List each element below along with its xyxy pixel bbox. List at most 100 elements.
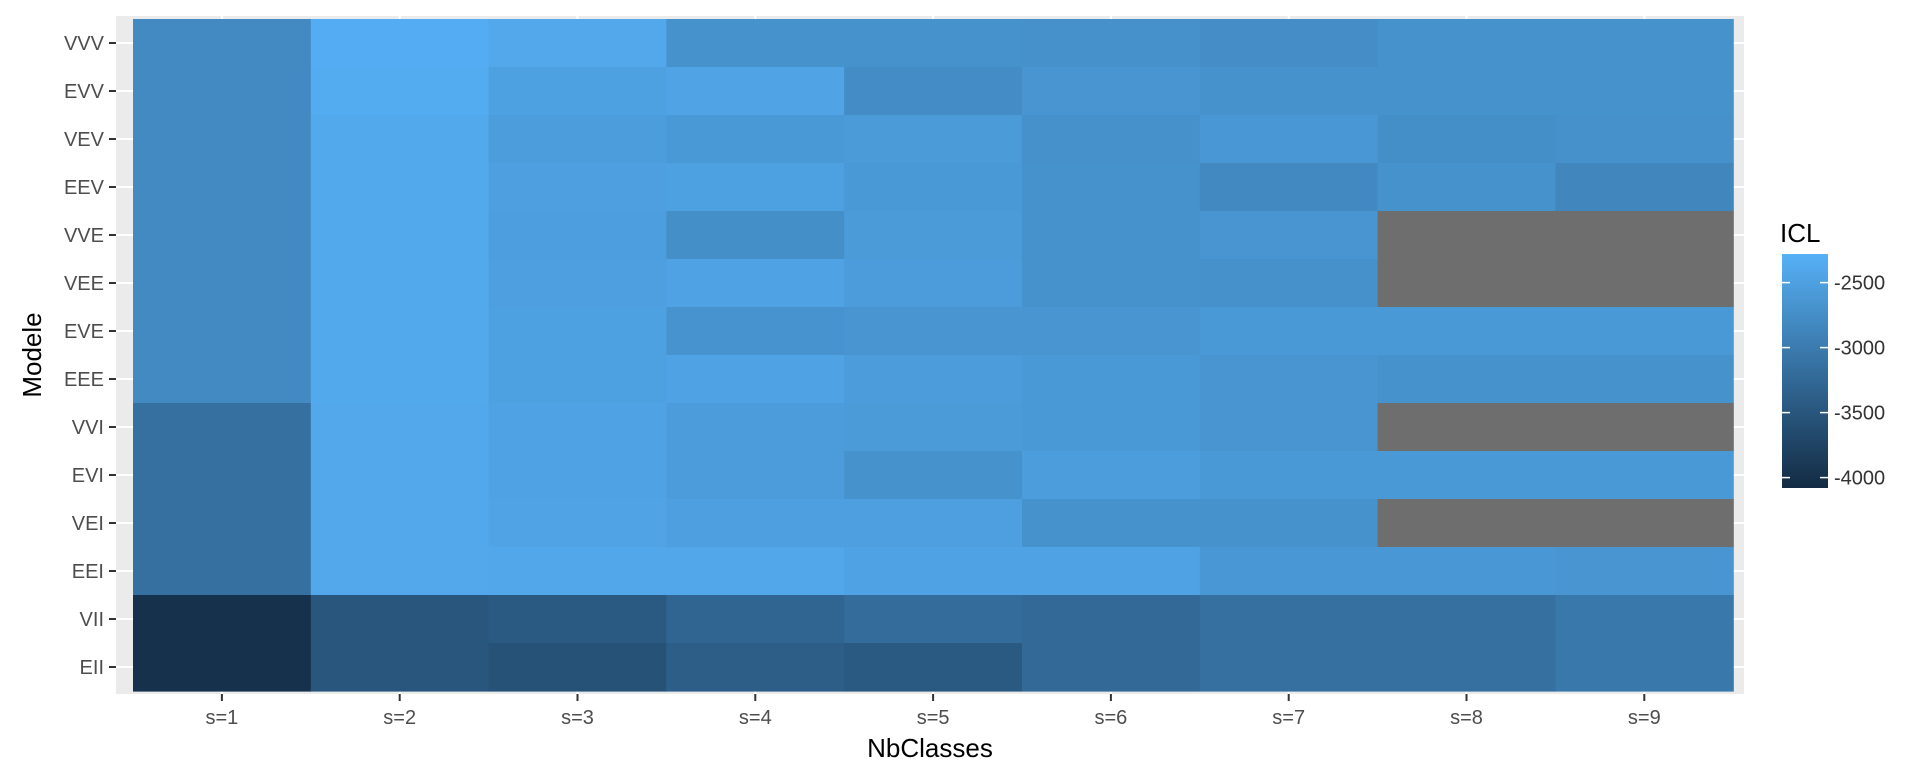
- heatmap-cell: [133, 307, 312, 356]
- heatmap-cell: [844, 259, 1023, 308]
- heatmap-cell: [488, 67, 667, 116]
- heatmap-cell: [1377, 403, 1556, 452]
- heatmap-cell: [1555, 595, 1734, 644]
- legend-ticks: -2500 -3000 -3500 -4000: [1782, 273, 1885, 490]
- heatmap-cell: [844, 67, 1023, 116]
- heatmap-cell: [666, 67, 845, 116]
- y-tick-label: EEV: [64, 177, 105, 199]
- heatmap-cell: [310, 403, 490, 452]
- heatmap-cell: [666, 307, 845, 356]
- heatmap-cell: [666, 211, 845, 260]
- heatmap-cell: [133, 163, 312, 212]
- heatmap-cell: [1022, 403, 1201, 452]
- heatmap-cell: [488, 163, 667, 212]
- legend-tick-label: -3500: [1834, 403, 1885, 425]
- heatmap-cell: [666, 643, 845, 692]
- x-tick-label: s=8: [1450, 707, 1483, 729]
- heatmap-cell: [1555, 163, 1734, 212]
- heatmap-cell: [844, 211, 1023, 260]
- heatmap-cell: [310, 259, 490, 308]
- heatmap-cell: [1377, 451, 1556, 500]
- y-tick-label: EEI: [72, 561, 104, 583]
- heatmap-cells: [133, 19, 1734, 692]
- heatmap-cell: [844, 115, 1023, 164]
- heatmap-cell: [1377, 307, 1556, 356]
- legend-tick-label: -4000: [1834, 468, 1885, 490]
- heatmap-cell: [1199, 19, 1379, 68]
- heatmap-cell: [488, 211, 667, 260]
- heatmap-cell: [844, 499, 1023, 548]
- x-tick-label: s=7: [1272, 707, 1305, 729]
- heatmap-cell: [310, 643, 490, 692]
- heatmap-cell: [844, 355, 1023, 404]
- heatmap-cell: [1022, 163, 1201, 212]
- heatmap-cell: [133, 259, 312, 308]
- y-tick-label: EEE: [64, 369, 104, 391]
- y-tick-label: VVV: [64, 33, 105, 55]
- heatmap-cell: [1555, 67, 1734, 116]
- color-legend: ICL -2500 -3000 -3500 -4000: [1780, 218, 1885, 490]
- x-axis-title: NbClasses: [867, 733, 993, 763]
- x-tick-label: s=4: [739, 707, 772, 729]
- heatmap-cell: [1377, 259, 1556, 308]
- heatmap-cell: [310, 67, 490, 116]
- heatmap-cell: [1555, 643, 1734, 692]
- x-tick-label: s=2: [383, 707, 416, 729]
- heatmap-cell: [488, 355, 667, 404]
- heatmap-cell: [1022, 307, 1201, 356]
- x-tick-label: s=3: [561, 707, 594, 729]
- y-tick-label: VEI: [72, 513, 104, 535]
- heatmap-cell: [1377, 67, 1556, 116]
- legend-tick-label: -2500: [1834, 273, 1885, 295]
- heatmap-cell: [1022, 595, 1201, 644]
- x-tick-label: s=9: [1628, 707, 1661, 729]
- heatmap-cell: [1377, 19, 1556, 68]
- heatmap-cell: [488, 643, 667, 692]
- heatmap-cell: [310, 547, 490, 596]
- heatmap-cell: [488, 403, 667, 452]
- heatmap-cell: [1199, 499, 1379, 548]
- heatmap-cell: [1199, 547, 1379, 596]
- y-tick-label: VVI: [72, 417, 104, 439]
- y-axis: VVV EVV VEV EEV VVE VEE EVE EEE VVI EVI VEI EEI VII E…: [64, 33, 116, 679]
- heatmap-cell: [310, 595, 490, 644]
- heatmap-cell: [666, 451, 845, 500]
- heatmap-cell: [1377, 595, 1556, 644]
- heatmap-cell: [133, 403, 312, 452]
- heatmap-cell: [488, 595, 667, 644]
- heatmap-cell: [844, 19, 1023, 68]
- y-tick-label: VEV: [64, 129, 105, 151]
- heatmap-cell: [1377, 115, 1556, 164]
- heatmap-cell: [1555, 115, 1734, 164]
- heatmap-cell: [844, 547, 1023, 596]
- heatmap-cell: [1199, 163, 1379, 212]
- heatmap-cell: [488, 115, 667, 164]
- heatmap-cell: [844, 451, 1023, 500]
- heatmap-cell: [666, 259, 845, 308]
- heatmap-cell: [1199, 211, 1379, 260]
- heatmap-cell: [666, 115, 845, 164]
- heatmap-cell: [488, 499, 667, 548]
- heatmap-cell: [1555, 355, 1734, 404]
- x-tick-label: s=1: [205, 707, 238, 729]
- heatmap-cell: [1199, 403, 1379, 452]
- heatmap-cell: [1022, 547, 1201, 596]
- heatmap-cell: [1199, 307, 1379, 356]
- heatmap-cell: [1377, 643, 1556, 692]
- legend-title: ICL: [1780, 218, 1820, 248]
- heatmap-cell: [488, 19, 667, 68]
- y-tick-label: VVE: [64, 225, 104, 247]
- heatmap-cell: [1199, 643, 1379, 692]
- heatmap-cell: [1555, 499, 1734, 548]
- heatmap-cell: [1022, 355, 1201, 404]
- heatmap-cell: [133, 19, 312, 68]
- heatmap-cell: [310, 499, 490, 548]
- heatmap-cell: [1199, 595, 1379, 644]
- heatmap-cell: [310, 211, 490, 260]
- heatmap-cell: [133, 451, 312, 500]
- heatmap-cell: [844, 307, 1023, 356]
- heatmap-cell: [133, 643, 312, 692]
- heatmap-cell: [310, 115, 490, 164]
- heatmap-cell: [310, 19, 490, 68]
